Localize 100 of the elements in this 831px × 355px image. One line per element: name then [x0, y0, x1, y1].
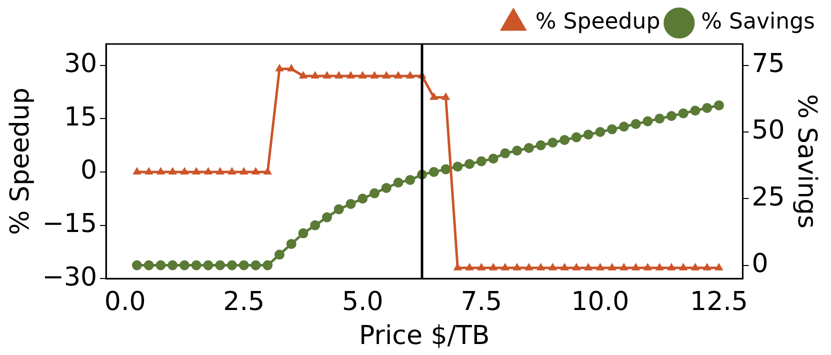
point — [298, 70, 308, 78]
x-tick-label: 12.5 — [690, 286, 748, 317]
point — [310, 220, 320, 230]
point — [298, 228, 308, 238]
point — [452, 162, 463, 172]
point — [571, 132, 582, 142]
point — [512, 262, 522, 270]
point — [381, 182, 392, 193]
x-tick-label: 10.0 — [571, 286, 630, 317]
point — [678, 262, 688, 270]
point — [678, 108, 688, 118]
point — [536, 140, 546, 150]
point — [358, 70, 367, 78]
point — [370, 188, 380, 198]
point — [286, 238, 296, 249]
y-tick-label: −15 — [42, 209, 98, 240]
point — [204, 166, 213, 174]
point — [334, 70, 344, 78]
point — [642, 116, 653, 126]
x-tick-label: 7.5 — [460, 286, 502, 317]
point — [144, 260, 154, 270]
x-tick-label: 5.0 — [342, 286, 384, 317]
point — [180, 166, 189, 174]
point — [168, 260, 178, 270]
point — [179, 260, 190, 270]
point — [346, 70, 356, 78]
point — [631, 262, 640, 270]
point — [441, 92, 450, 100]
point — [156, 260, 166, 270]
point — [428, 166, 439, 177]
point — [464, 158, 475, 169]
point — [643, 262, 652, 270]
point — [667, 262, 676, 270]
point — [512, 146, 522, 156]
x-tick-label: 2.5 — [223, 286, 265, 317]
point — [144, 166, 154, 174]
point — [618, 122, 629, 132]
point — [240, 166, 248, 174]
point — [334, 204, 344, 214]
point — [322, 212, 332, 222]
point — [440, 164, 451, 174]
point — [524, 142, 534, 153]
y2-axis-title: % Savings — [792, 94, 822, 229]
point — [607, 124, 618, 134]
point — [228, 166, 236, 174]
point — [465, 262, 474, 270]
point — [322, 70, 332, 78]
point — [430, 92, 438, 100]
point — [702, 102, 712, 113]
point — [584, 262, 593, 270]
point — [275, 64, 284, 72]
point — [548, 262, 558, 270]
y2-tick-label: 50 — [752, 116, 785, 146]
point — [406, 70, 414, 78]
point — [476, 156, 486, 166]
point — [370, 70, 379, 78]
point — [132, 260, 142, 270]
point — [226, 260, 237, 270]
point — [595, 126, 606, 137]
point — [620, 262, 628, 270]
point — [215, 260, 226, 270]
point — [536, 262, 546, 270]
point — [132, 166, 142, 174]
point — [358, 194, 368, 204]
legend-label: % Savings — [701, 10, 816, 35]
point — [216, 166, 224, 174]
y-axis-title: % Speedup — [5, 88, 36, 236]
point — [702, 262, 712, 270]
point — [690, 262, 700, 270]
point — [560, 134, 570, 145]
point — [690, 106, 700, 116]
point — [488, 262, 498, 270]
point — [238, 260, 249, 270]
point — [500, 262, 510, 270]
point — [274, 250, 284, 260]
point — [156, 166, 166, 174]
point — [560, 262, 569, 270]
point — [394, 70, 403, 78]
point — [714, 100, 724, 110]
point — [346, 198, 356, 209]
legend-label: % Speedup — [535, 10, 660, 35]
point — [477, 262, 486, 270]
point — [548, 138, 558, 148]
point — [524, 262, 534, 270]
point — [405, 174, 416, 185]
point — [393, 178, 404, 188]
point — [382, 70, 391, 78]
point — [203, 260, 214, 270]
point — [714, 262, 724, 270]
point — [262, 260, 273, 270]
point — [310, 70, 320, 78]
point — [655, 262, 664, 270]
y-tick-label: 15 — [64, 102, 98, 132]
y-tick-label: −30 — [42, 262, 98, 292]
x-axis-title: Price $/TB — [359, 321, 490, 352]
point — [596, 262, 605, 270]
point — [192, 166, 201, 174]
point — [488, 154, 498, 164]
point — [572, 262, 581, 270]
point — [251, 166, 260, 174]
